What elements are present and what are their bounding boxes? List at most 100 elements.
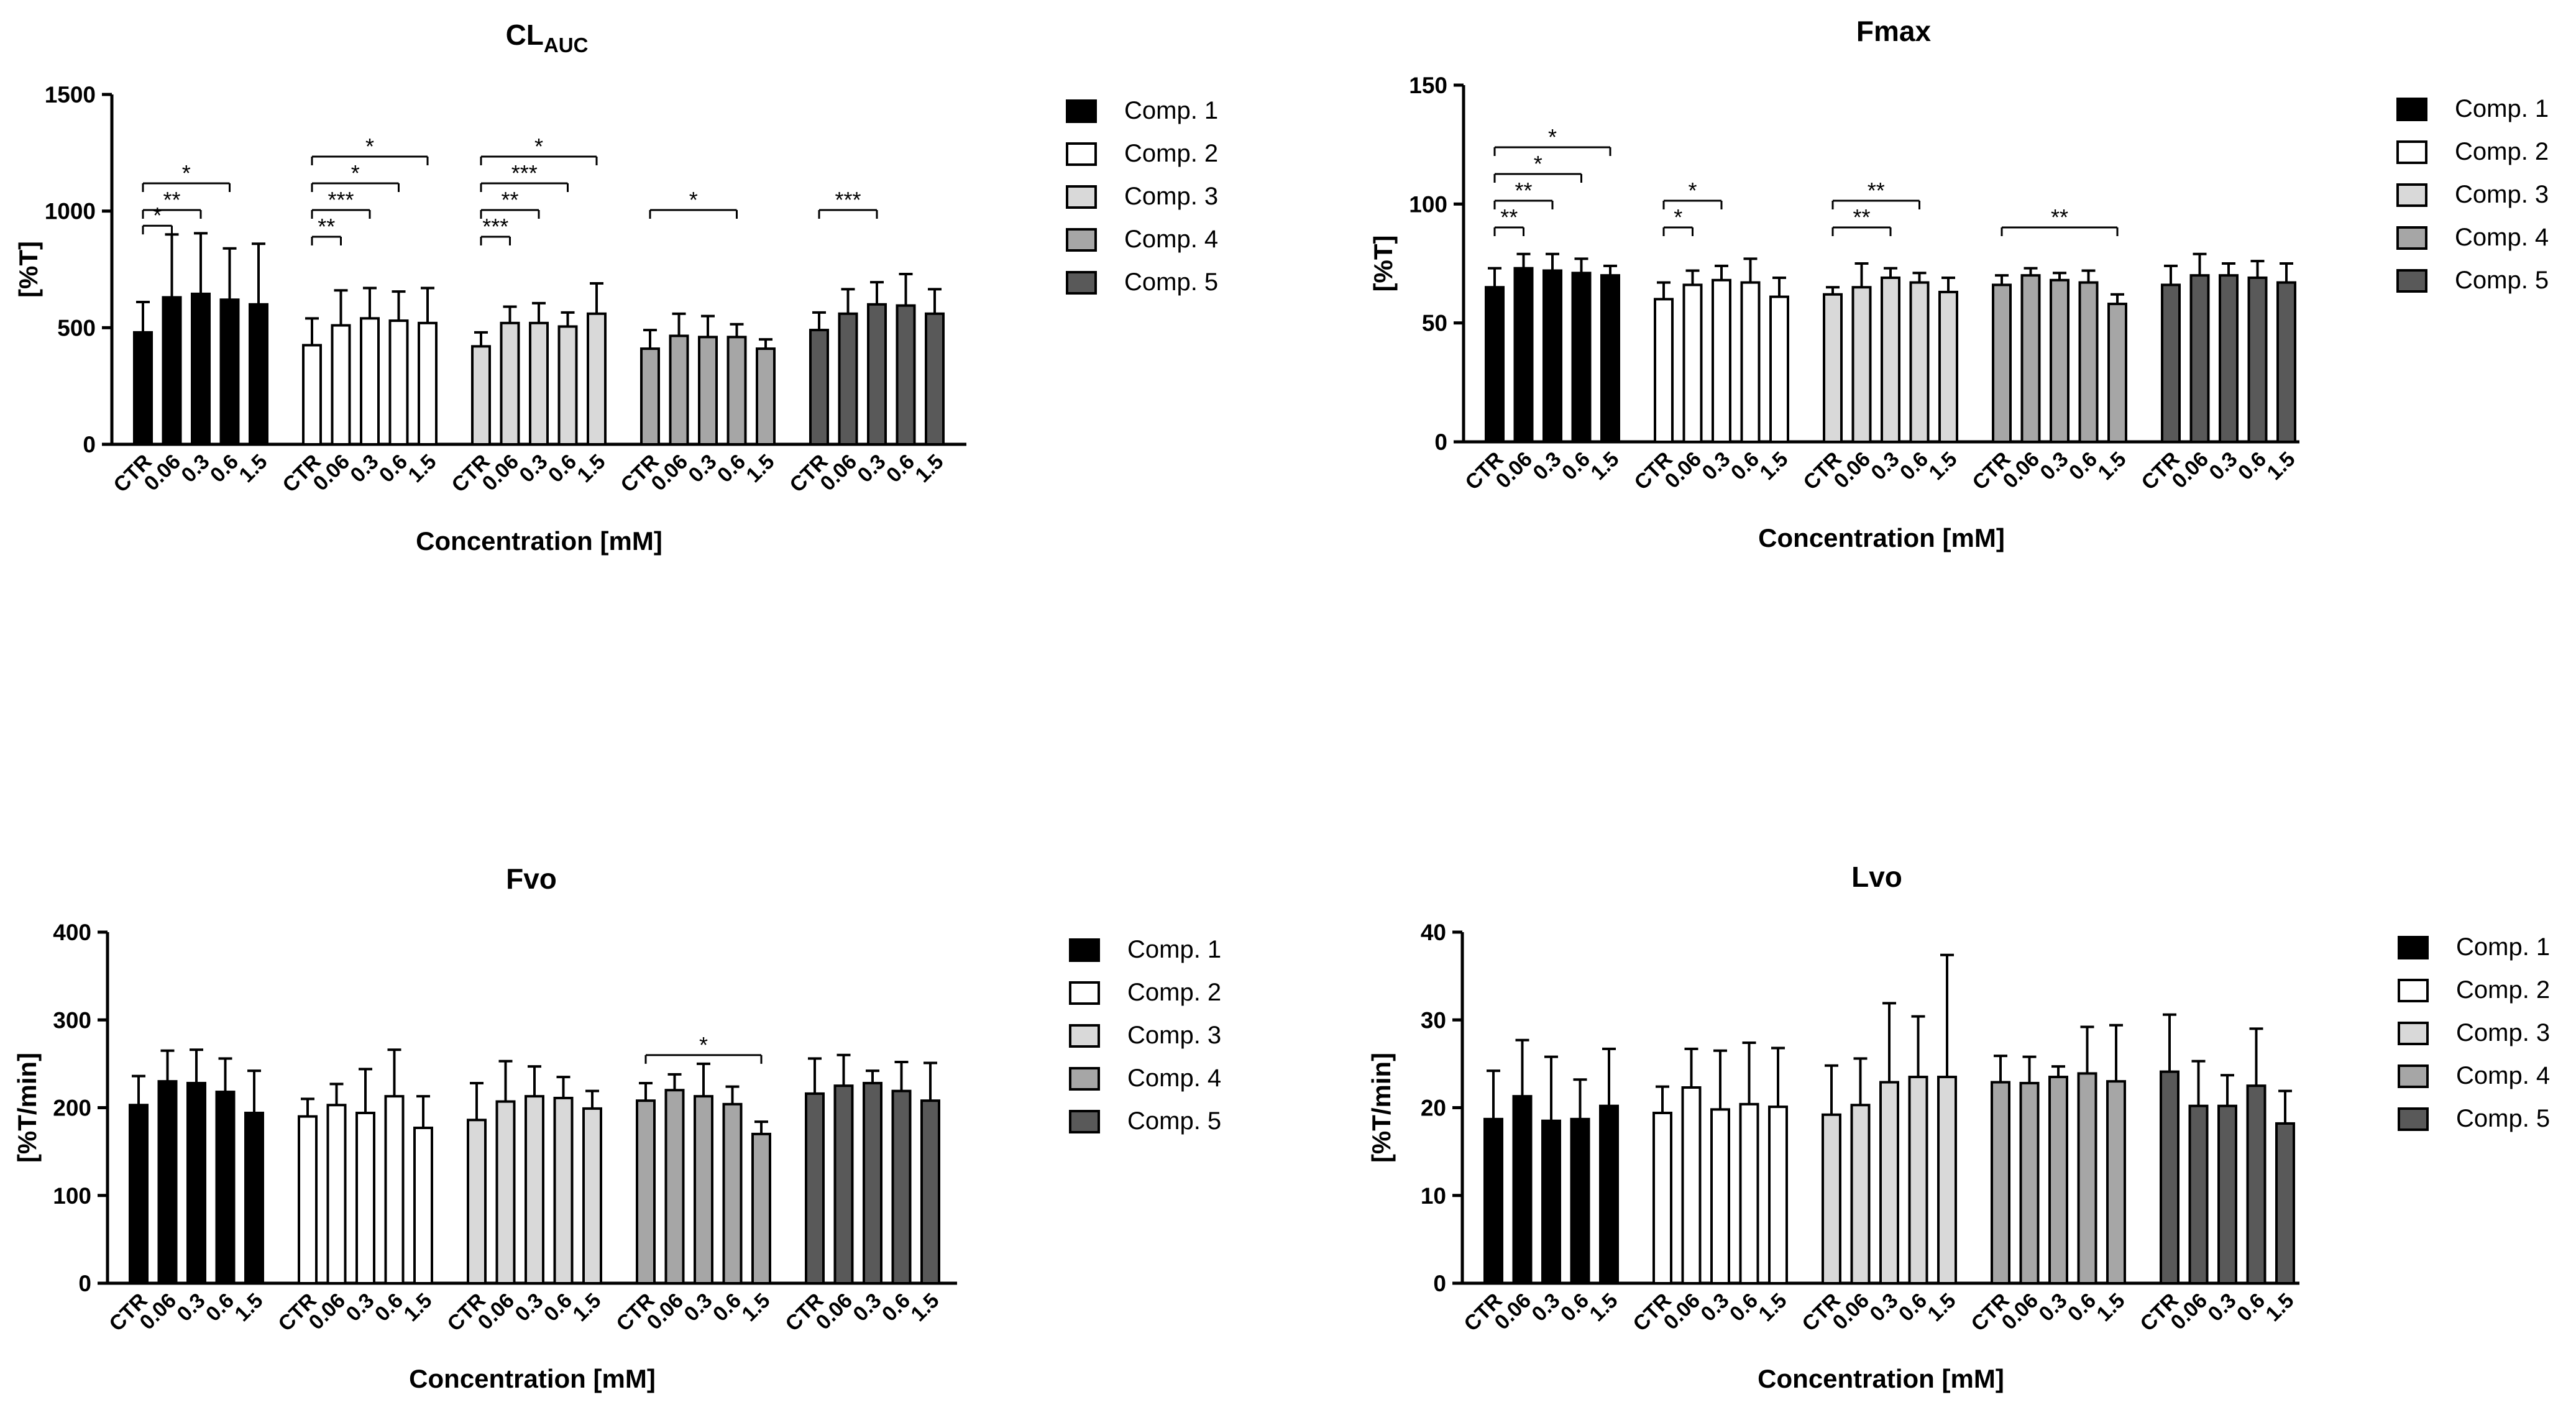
chart-title-main: CL <box>506 19 544 51</box>
bar-comp3-0 <box>1823 293 1843 443</box>
legend-swatch-comp1 <box>1069 938 1100 962</box>
bar-comp2-3 <box>388 319 409 446</box>
legend-swatch-comp3 <box>1066 185 1097 209</box>
bar-comp1-4 <box>244 1111 264 1284</box>
x-tick-label: 1.5 <box>230 1289 267 1326</box>
significance-label: * <box>351 160 360 186</box>
significance-label: *** <box>835 187 861 213</box>
bar-comp4-0 <box>636 1099 656 1284</box>
significance-label: * <box>1548 124 1557 150</box>
bar-comp4-2 <box>2050 278 2070 443</box>
significance-label: ** <box>501 187 518 213</box>
bar-comp2-0 <box>298 1115 318 1284</box>
legend-label: Comp. 4 <box>1127 1064 1221 1092</box>
bar-comp2-2 <box>355 1111 375 1284</box>
legend-swatch-comp5 <box>1069 1110 1100 1133</box>
x-axis-label: Concentration [mM] <box>409 1364 656 1393</box>
chart-title-main: Fvo <box>506 863 557 895</box>
chart-title: Fvo <box>506 863 557 895</box>
legend-label: Comp. 3 <box>1127 1022 1221 1049</box>
bar-comp2-0 <box>1654 298 1674 443</box>
legend-label: Comp. 5 <box>1124 268 1218 296</box>
bar-comp3-2 <box>1879 1081 1899 1284</box>
bar-comp5-3 <box>896 304 916 446</box>
y-tick-label: 30 <box>1421 1007 1446 1033</box>
significance-label: * <box>365 134 374 159</box>
bar-comp4-1 <box>2020 274 2041 443</box>
bar-comp3-1 <box>1850 1104 1871 1284</box>
bar-comp4-2 <box>698 336 718 446</box>
bar-comp5-4 <box>2275 1122 2295 1285</box>
x-tick-label: 1.5 <box>1924 447 1961 485</box>
bar-comp2-4 <box>1769 295 1789 443</box>
x-axis-label: Concentration [mM] <box>1758 523 2005 552</box>
y-tick-label: 1500 <box>45 82 96 108</box>
chart-panel-clauc: CLAUC 0 500 1000 1500 [%T] Concentration [mM] C… <box>14 19 1218 556</box>
legend-label: Comp. 5 <box>1127 1107 1221 1135</box>
bar-comp3-3 <box>1908 1076 1928 1284</box>
significance-label: * <box>153 203 162 228</box>
legend-label: Comp. 2 <box>1124 140 1218 167</box>
legend-swatch-comp3 <box>2398 1022 2429 1045</box>
bar-comp3-3 <box>553 1096 574 1285</box>
bar-comp4-0 <box>1991 1081 2010 1284</box>
legend-label: Comp. 3 <box>1124 183 1218 210</box>
bar-comp4-3 <box>2077 1072 2097 1284</box>
y-tick-label: 100 <box>53 1183 91 1209</box>
legend-label: Comp. 1 <box>1124 97 1218 124</box>
bar-comp3-1 <box>500 321 520 446</box>
significance-label: * <box>182 160 191 186</box>
bar-comp4-2 <box>2048 1076 2068 1284</box>
bar-comp4-4 <box>751 1132 771 1284</box>
legend-label: Comp. 4 <box>2455 224 2549 251</box>
bar-comp5-1 <box>833 1084 854 1284</box>
x-tick-label: 1.5 <box>1923 1289 1960 1326</box>
legend-label: Comp. 1 <box>2455 95 2549 122</box>
y-tick-label: 500 <box>57 315 96 341</box>
bar-comp5-0 <box>805 1092 825 1285</box>
bar-comp4-3 <box>722 1102 743 1284</box>
bar-comp5-0 <box>2161 283 2181 443</box>
bar-comp1-2 <box>191 292 211 446</box>
legend-label: Comp. 4 <box>2456 1062 2550 1089</box>
x-tick-label: 1.5 <box>2093 447 2130 485</box>
legend-swatch-comp5 <box>2396 269 2427 293</box>
y-axis-label: [%T/min] <box>12 1053 42 1163</box>
y-tick-label: 150 <box>1409 73 1447 98</box>
legend-swatch-comp2 <box>2396 140 2427 164</box>
significance-label: * <box>1674 204 1682 230</box>
bar-comp1-0 <box>1483 1117 1503 1285</box>
bar-comp2-2 <box>1710 1108 1730 1284</box>
bar-comp1-1 <box>157 1080 178 1284</box>
bar-comp5-1 <box>2189 274 2210 443</box>
legend-label: Comp. 1 <box>1127 936 1221 963</box>
x-tick-label: 1.5 <box>1585 1289 1622 1326</box>
bar-comp4-1 <box>669 334 689 446</box>
bar-comp1-4 <box>249 303 268 446</box>
bar-comp3-3 <box>1909 281 1930 443</box>
y-tick-label: 50 <box>1422 311 1447 336</box>
bar-comp5-3 <box>891 1089 912 1284</box>
legend-label: Comp. 1 <box>2456 933 2550 961</box>
legend-swatch-comp3 <box>1069 1024 1100 1048</box>
bar-comp5-2 <box>2219 274 2239 443</box>
bar-comp1-0 <box>133 331 153 446</box>
chart-title: Fmax <box>1856 15 1932 47</box>
significance-label: *** <box>328 187 354 213</box>
bar-comp5-3 <box>2246 1084 2267 1284</box>
significance-label: ** <box>2051 204 2068 230</box>
x-tick-label: 1.5 <box>1754 1289 1791 1326</box>
y-tick-label: 10 <box>1421 1183 1446 1209</box>
legend-swatch-comp5 <box>2398 1107 2429 1131</box>
x-tick-label: 1.5 <box>234 450 272 487</box>
y-axis-label: [%T/min] <box>1367 1053 1396 1163</box>
significance-label: ** <box>318 214 335 239</box>
bar-comp2-0 <box>302 344 322 446</box>
bar-comp1-2 <box>1542 269 1562 443</box>
bar-comp3-4 <box>1938 290 1958 444</box>
y-tick-label: 200 <box>53 1096 91 1121</box>
legend-swatch-comp1 <box>2398 936 2429 959</box>
bar-comp4-1 <box>664 1089 685 1284</box>
legend-label: Comp. 5 <box>2456 1105 2550 1132</box>
